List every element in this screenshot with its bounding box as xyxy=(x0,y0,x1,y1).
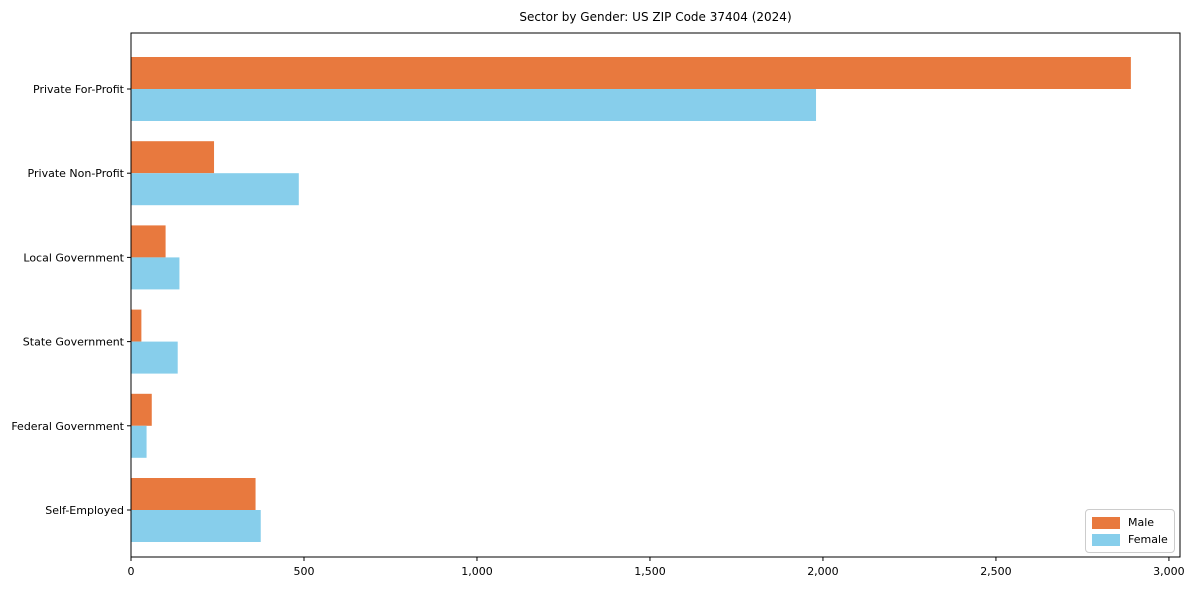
x-tick-label: 2,500 xyxy=(980,565,1012,578)
axes-frame xyxy=(130,32,1181,558)
bar-male-local-government xyxy=(131,225,166,258)
bar-male-private-for-profit xyxy=(131,57,1131,89)
bar-female-private-non-profit xyxy=(131,173,299,206)
legend: Male Female xyxy=(1085,509,1175,553)
bar-female-federal-government xyxy=(131,425,147,458)
bar-male-federal-government xyxy=(131,393,152,426)
legend-swatch-male xyxy=(1092,516,1120,529)
legend-label-female: Female xyxy=(1128,532,1168,546)
bar-male-private-non-profit xyxy=(131,141,215,174)
x-tick-label: 1,500 xyxy=(634,565,666,578)
bar-male-state-government xyxy=(131,309,142,342)
bar-female-private-for-profit xyxy=(131,89,817,121)
y-tick-label: Private Non-Profit xyxy=(28,167,125,180)
x-tick-label: 1,000 xyxy=(461,565,493,578)
legend-swatch-female xyxy=(1092,533,1120,546)
x-tick-label: 0 xyxy=(128,565,135,578)
x-tick-label: 500 xyxy=(293,565,314,578)
bar-male-self-employed xyxy=(131,478,256,510)
bar-female-local-government xyxy=(131,257,180,290)
y-tick-label: Self-Employed xyxy=(45,504,124,517)
bar-female-self-employed xyxy=(131,510,261,542)
legend-entry-female: Female xyxy=(1092,532,1174,546)
y-tick-label: Federal Government xyxy=(11,420,124,433)
bar-female-state-government xyxy=(131,341,178,374)
chart-title: Sector by Gender: US ZIP Code 37404 (202… xyxy=(519,10,792,24)
x-tick-label: 2,000 xyxy=(807,565,839,578)
y-tick-label: Private For-Profit xyxy=(33,83,125,96)
x-tick-label: 3,000 xyxy=(1153,565,1185,578)
legend-entry-male: Male xyxy=(1092,515,1174,529)
y-tick-label: State Government xyxy=(23,336,125,349)
legend-label-male: Male xyxy=(1128,515,1155,529)
y-tick-label: Local Government xyxy=(23,251,124,264)
